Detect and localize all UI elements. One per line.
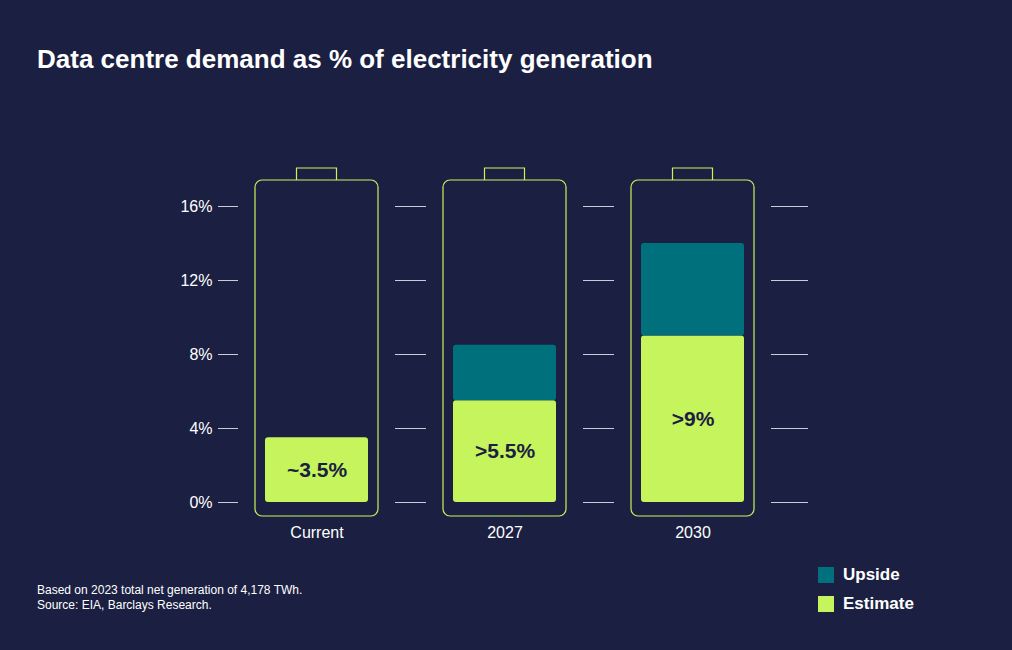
html-text:Data centre demand as % of ele: Data centre demand as % of electricity g… [37, 44, 653, 74]
html-text:Based on 2023 total net genera: Based on 2023 total net generation of 4,… [37, 583, 303, 597]
svg-text:2027: 2027 [487, 524, 523, 541]
html-text:Estimate: Estimate [843, 593, 914, 613]
svg-text:>5.5%: >5.5% [475, 439, 535, 462]
svg-text:Current: Current [290, 524, 344, 541]
svg-text:8%: 8% [189, 346, 212, 363]
svg-text:4%: 4% [189, 420, 212, 437]
html-text:Upside: Upside [843, 564, 900, 584]
svg-text:16%: 16% [180, 198, 212, 215]
svg-text:12%: 12% [180, 272, 212, 289]
svg-text:~3.5%: ~3.5% [287, 458, 347, 481]
svg-text:>9%: >9% [672, 407, 715, 430]
svg-text:2030: 2030 [675, 524, 711, 541]
svg-text:0%: 0% [189, 494, 212, 511]
html-text:Source: EIA, Barclays Research: Source: EIA, Barclays Research. [37, 598, 212, 612]
